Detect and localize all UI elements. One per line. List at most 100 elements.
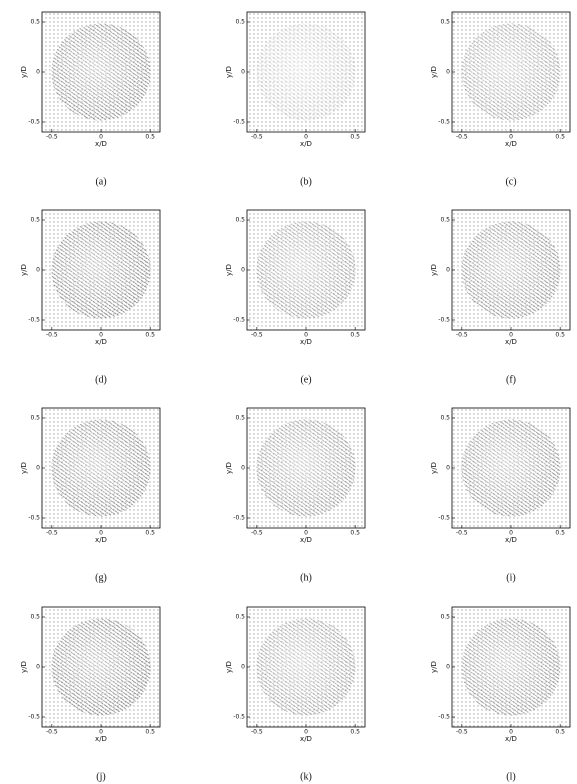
x-tick-label: 0.5 <box>350 332 360 339</box>
x-axis-label: x/D <box>300 536 312 544</box>
y-tick-label: -0.5 <box>438 515 450 522</box>
y-tick-label: 0 <box>446 465 450 472</box>
x-tick-label: -0.5 <box>251 729 263 736</box>
x-tick-label: 0.5 <box>145 530 155 537</box>
y-tick-label: 0.5 <box>440 19 450 26</box>
y-tick-label: -0.5 <box>233 515 245 522</box>
x-tick-label: -0.5 <box>46 134 58 141</box>
x-axis-label: x/D <box>95 140 107 148</box>
y-axis-label: y/D <box>20 661 28 673</box>
caption: (l) <box>506 771 515 782</box>
y-tick-label: 0 <box>446 267 450 274</box>
caption: (i) <box>506 572 515 583</box>
y-tick-label: 0 <box>241 664 245 671</box>
caption: (g) <box>95 572 107 583</box>
y-axis-label: y/D <box>430 462 438 474</box>
x-tick-label: 0.5 <box>555 134 565 141</box>
caption: (k) <box>300 771 312 782</box>
caption: (b) <box>300 176 312 187</box>
x-axis-label: x/D <box>95 735 107 743</box>
y-axis-label: y/D <box>225 264 233 276</box>
y-axis-label: y/D <box>430 264 438 276</box>
x-axis-label: x/D <box>300 140 312 148</box>
vector-shade <box>461 22 560 121</box>
x-tick-label: 0.5 <box>350 729 360 736</box>
y-axis-label: y/D <box>20 462 28 474</box>
vector-shade <box>461 617 560 716</box>
x-tick-label: -0.5 <box>46 530 58 537</box>
x-axis-label: x/D <box>505 735 517 743</box>
vector-shade <box>461 220 560 319</box>
y-tick-label: 0.5 <box>235 614 245 621</box>
y-axis-label: y/D <box>20 66 28 78</box>
y-tick-label: 0 <box>241 69 245 76</box>
y-tick-label: -0.5 <box>233 714 245 721</box>
vector-shade <box>51 220 150 319</box>
x-tick-label: 0.5 <box>555 332 565 339</box>
x-tick-label: -0.5 <box>46 332 58 339</box>
x-tick-label: -0.5 <box>251 332 263 339</box>
vector-shade <box>51 418 150 517</box>
x-tick-label: 0.5 <box>145 332 155 339</box>
y-tick-label: -0.5 <box>28 119 40 126</box>
y-tick-label: -0.5 <box>438 119 450 126</box>
x-tick-label: -0.5 <box>456 134 468 141</box>
x-tick-label: -0.5 <box>456 530 468 537</box>
x-axis-label: x/D <box>95 338 107 346</box>
y-tick-label: 0.5 <box>30 19 40 26</box>
vector-shade <box>256 617 355 716</box>
x-axis-label: x/D <box>505 338 517 346</box>
y-axis-label: y/D <box>225 462 233 474</box>
x-tick-label: 0.5 <box>145 729 155 736</box>
x-axis-label: x/D <box>505 140 517 148</box>
caption: (e) <box>300 374 311 385</box>
x-tick-label: 0.5 <box>145 134 155 141</box>
y-tick-label: -0.5 <box>28 714 40 721</box>
caption: (c) <box>505 176 516 187</box>
caption: (f) <box>506 374 516 385</box>
y-axis-label: y/D <box>225 661 233 673</box>
page: -0.500.5-0.500.5x/Dy/D(a)-0.500.5-0.500.… <box>0 0 577 784</box>
vector-shade <box>51 22 150 121</box>
x-tick-label: 0.5 <box>350 530 360 537</box>
y-tick-label: 0.5 <box>440 415 450 422</box>
y-tick-label: 0 <box>36 69 40 76</box>
y-tick-label: 0.5 <box>440 217 450 224</box>
caption: (d) <box>95 374 107 385</box>
x-tick-label: -0.5 <box>251 134 263 141</box>
y-tick-label: -0.5 <box>28 515 40 522</box>
x-tick-label: -0.5 <box>456 332 468 339</box>
y-axis-label: y/D <box>430 66 438 78</box>
x-axis-label: x/D <box>300 338 312 346</box>
y-tick-label: 0.5 <box>440 614 450 621</box>
y-tick-label: 0.5 <box>235 19 245 26</box>
y-tick-label: 0.5 <box>30 614 40 621</box>
vector-shade <box>256 22 355 121</box>
y-tick-label: 0.5 <box>30 217 40 224</box>
caption: (j) <box>96 771 105 782</box>
x-tick-label: -0.5 <box>46 729 58 736</box>
y-axis-label: y/D <box>430 661 438 673</box>
x-tick-label: 0.5 <box>555 729 565 736</box>
x-tick-label: 0.5 <box>555 530 565 537</box>
y-tick-label: -0.5 <box>233 317 245 324</box>
y-tick-label: 0 <box>36 267 40 274</box>
vector-shade <box>256 220 355 319</box>
y-tick-label: 0 <box>241 465 245 472</box>
x-tick-label: -0.5 <box>456 729 468 736</box>
x-tick-label: 0.5 <box>350 134 360 141</box>
y-tick-label: 0 <box>446 69 450 76</box>
vector-shade <box>461 418 560 517</box>
caption: (h) <box>300 572 312 583</box>
x-axis-label: x/D <box>95 536 107 544</box>
y-tick-label: -0.5 <box>28 317 40 324</box>
y-tick-label: 0.5 <box>235 217 245 224</box>
y-tick-label: 0 <box>36 465 40 472</box>
y-axis-label: y/D <box>225 66 233 78</box>
y-tick-label: -0.5 <box>438 714 450 721</box>
y-tick-label: -0.5 <box>233 119 245 126</box>
x-tick-label: -0.5 <box>251 530 263 537</box>
y-tick-label: 0.5 <box>30 415 40 422</box>
vector-shade <box>51 617 150 716</box>
y-tick-label: -0.5 <box>438 317 450 324</box>
